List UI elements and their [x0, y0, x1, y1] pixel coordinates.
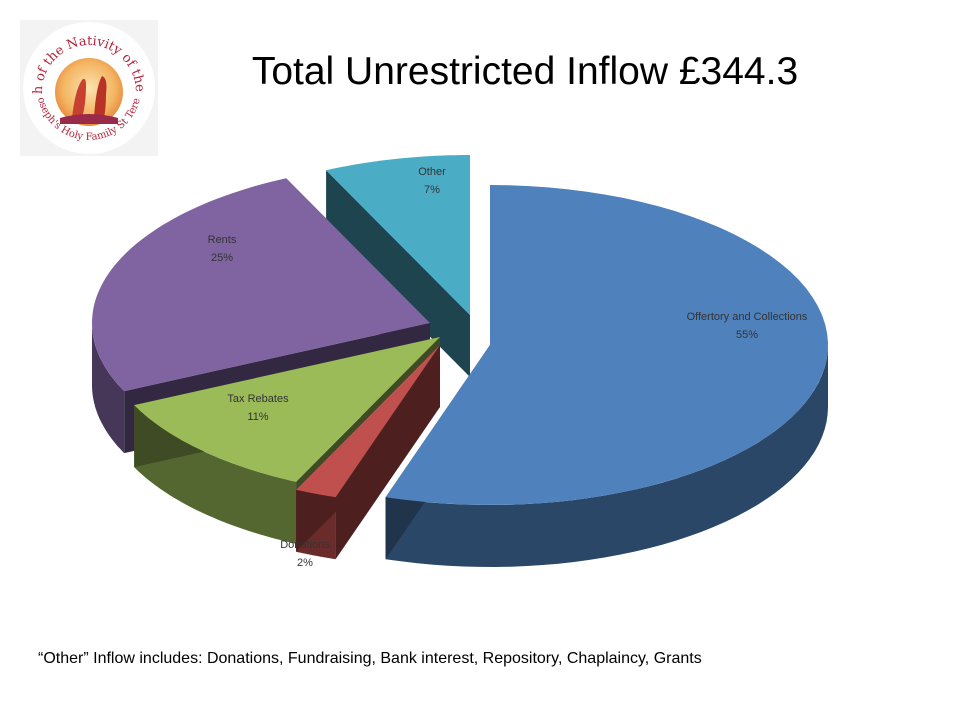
pie-slice-donations — [296, 345, 440, 560]
pie-slice-top — [134, 337, 440, 482]
pie-slice-top — [326, 155, 470, 315]
data-label-name: Rents — [208, 234, 237, 246]
pie-slice-top — [385, 185, 828, 505]
data-label-name: Donations — [280, 539, 330, 551]
pie-slice-other — [326, 155, 470, 377]
data-label-percent: 2% — [297, 557, 313, 569]
data-label-percent: 11% — [247, 411, 268, 423]
pie-slice-top — [92, 178, 430, 392]
pie-slice-offertory-and-collections — [385, 185, 828, 567]
data-label-percent: 55% — [736, 329, 758, 341]
pie-slice-side — [385, 345, 828, 567]
pie-slice-side — [92, 323, 125, 454]
data-label-name: Other — [418, 166, 446, 178]
parish-logo: Parish of the Nativity of the Lord St Jo… — [16, 9, 158, 156]
parish-logo-image: Parish of the Nativity of the Lord St Jo… — [16, 9, 155, 154]
footnote: “Other” Inflow includes: Donations, Fund… — [38, 650, 702, 667]
data-label-percent: 25% — [211, 252, 233, 264]
data-label-name: Tax Rebates — [227, 393, 289, 405]
pie-slice-top — [296, 345, 440, 498]
data-label-name: Offertory and Collections — [687, 311, 808, 323]
data-label-percent: 7% — [424, 184, 440, 196]
page-title: Total Unrestricted Inflow £344.3 — [251, 50, 799, 93]
pie-slice-cut — [326, 170, 470, 377]
